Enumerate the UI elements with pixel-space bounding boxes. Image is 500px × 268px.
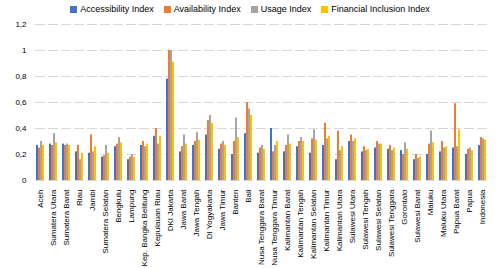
- svg-text:0,6: 0,6: [15, 98, 27, 107]
- svg-text:Sumatera Selatan: Sumatera Selatan: [101, 190, 110, 254]
- svg-text:Papua Barat: Papua Barat: [452, 189, 461, 234]
- svg-text:Gorontalo: Gorontalo: [400, 189, 409, 225]
- svg-text:Maluku: Maluku: [426, 190, 435, 216]
- html-text:Usage Index: Usage Index: [260, 4, 312, 14]
- svg-text:Sulawesi Barat: Sulawesi Barat: [413, 189, 422, 243]
- svg-text:Papua: Papua: [465, 189, 474, 213]
- svg-text:Jambi: Jambi: [88, 189, 97, 211]
- svg-text:Nusa Tenggara Timur: Nusa Tenggara Timur: [270, 189, 279, 266]
- html-text:Financial Inclusion Index: Financial Inclusion Index: [331, 4, 430, 14]
- svg-text:Sulawesi Selatan: Sulawesi Selatan: [374, 190, 383, 251]
- svg-text:Jawa Timur: Jawa Timur: [218, 189, 227, 230]
- svg-text:Nusa Tenggara Barat: Nusa Tenggara Barat: [257, 189, 266, 265]
- html-text:Availability Index: Availability Index: [173, 4, 241, 14]
- svg-text:Sulawesi Tenggara: Sulawesi Tenggara: [387, 189, 396, 257]
- svg-text:Sulawesi Utara: Sulawesi Utara: [348, 189, 357, 243]
- svg-text:1: 1: [22, 46, 27, 55]
- svg-text:Sulawesi Tengah: Sulawesi Tengah: [361, 190, 370, 250]
- svg-text:0,4: 0,4: [15, 124, 27, 133]
- svg-text:DKI Jakarta: DKI Jakarta: [166, 189, 175, 231]
- svg-text:Sumatera Barat: Sumatera Barat: [62, 189, 71, 246]
- svg-text:Kalimantan Utara: Kalimantan Utara: [335, 189, 344, 251]
- svg-text:Jawa Tengah: Jawa Tengah: [192, 190, 201, 237]
- svg-text:Jawa Barat: Jawa Barat: [179, 189, 188, 230]
- html-text:Accessibility Index: Accessibility Index: [80, 4, 154, 14]
- svg-text:Riau: Riau: [75, 190, 84, 206]
- svg-text:Maluku Utara: Maluku Utara: [439, 189, 448, 237]
- svg-text:DI Yogyakarta: DI Yogyakarta: [205, 189, 214, 239]
- svg-text:Bengkulu: Bengkulu: [114, 190, 123, 223]
- svg-text:Kep. Bangka Belitung: Kep. Bangka Belitung: [140, 190, 149, 267]
- svg-text:1,2: 1,2: [15, 20, 27, 29]
- svg-text:0,2: 0,2: [15, 150, 27, 159]
- svg-text:Kalimantan Timur: Kalimantan Timur: [322, 189, 331, 252]
- svg-text:Kalimantan Tengah: Kalimantan Tengah: [296, 190, 305, 258]
- svg-text:Indonesia: Indonesia: [478, 189, 487, 224]
- svg-text:Kalimantan Selatan: Kalimantan Selatan: [309, 190, 318, 259]
- svg-text:Bali: Bali: [244, 189, 253, 203]
- svg-text:Kepulauan Riau: Kepulauan Riau: [153, 190, 162, 247]
- svg-text:Aceh: Aceh: [36, 190, 45, 208]
- svg-text:0: 0: [22, 176, 27, 185]
- svg-text:0,8: 0,8: [15, 72, 27, 81]
- svg-text:Sumatera Utara: Sumatera Utara: [49, 189, 58, 246]
- svg-text:Kalimantan Barat: Kalimantan Barat: [283, 189, 292, 251]
- svg-text:Banten: Banten: [231, 190, 240, 215]
- svg-text:Lampung: Lampung: [127, 190, 136, 223]
